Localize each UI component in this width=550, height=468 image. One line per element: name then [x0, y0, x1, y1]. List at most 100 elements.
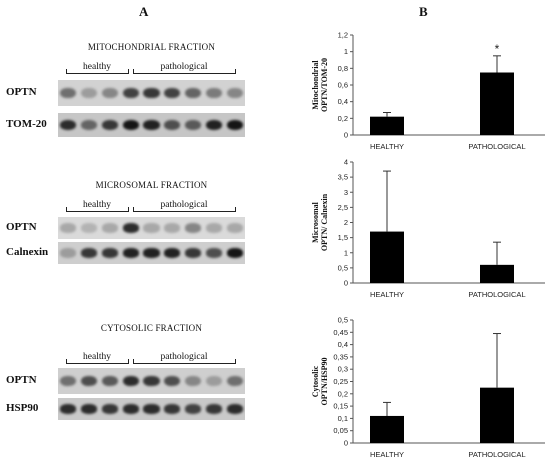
blot-band: [184, 223, 202, 233]
blot-band: [60, 404, 77, 414]
group-line-tick: [66, 207, 67, 212]
blot-band: [143, 248, 160, 258]
blot-band: [205, 87, 222, 99]
blot-strip: [58, 113, 245, 137]
fraction-title: CYTOSOLIC FRACTION: [100, 323, 203, 333]
blot-band: [164, 248, 181, 258]
y-tick-label: 1,5: [338, 233, 348, 242]
blot-band: [143, 375, 160, 387]
group-line-tick: [66, 359, 67, 364]
blot-band: [164, 404, 181, 414]
blot-band: [164, 375, 181, 387]
blot-band: [184, 87, 202, 99]
x-category-label: PATHOLOGICAL: [468, 142, 525, 151]
pathological-group-label: pathological: [160, 200, 208, 210]
blot-band: [101, 119, 119, 131]
blot-band: [205, 375, 222, 387]
bar: [370, 415, 404, 443]
blot-band: [205, 248, 222, 258]
blot-row-label: OPTN: [6, 86, 37, 98]
bar: [370, 116, 404, 135]
pathological-group-line: [133, 211, 235, 212]
x-category-label: PATHOLOGICAL: [468, 290, 525, 299]
group-line-tick: [128, 359, 129, 364]
blot-band: [101, 375, 119, 387]
healthy-group-line: [66, 211, 128, 212]
y-axis-label: CytosolicOPTN/HSP90: [311, 357, 329, 405]
blot-band: [164, 223, 181, 233]
y-tick-label: 3,5: [338, 173, 348, 182]
blot-band: [122, 119, 139, 131]
group-line-tick: [235, 69, 236, 74]
y-axis-label: MicrosomalOPTN/ Calnexin: [311, 193, 329, 251]
blot-band: [143, 404, 160, 414]
blot-band: [226, 404, 243, 414]
y-tick-label: 0,8: [338, 64, 348, 73]
blot-strip: [58, 217, 245, 239]
y-tick-label: 0,5: [338, 316, 348, 325]
blot-row-label: OPTN: [6, 221, 37, 233]
blot-strip: [58, 368, 245, 394]
y-tick-label: 0,1: [338, 414, 348, 423]
y-tick-label: 1: [344, 47, 348, 56]
x-category-label: HEALTHY: [370, 450, 404, 459]
blot-band: [101, 404, 119, 414]
healthy-group-label: healthy: [83, 352, 111, 362]
y-tick-label: 0: [344, 131, 348, 140]
y-tick-label: 3: [344, 188, 348, 197]
y-tick-label: 0: [344, 279, 348, 288]
blot-band: [60, 248, 77, 258]
blot-band: [184, 248, 202, 258]
healthy-group-line: [66, 363, 128, 364]
group-line-tick: [133, 69, 134, 74]
blot-band: [60, 223, 77, 233]
pathological-group-label: pathological: [160, 352, 208, 362]
blot-band: [226, 223, 243, 233]
blot-row-label: Calnexin: [6, 246, 49, 258]
blot-band: [81, 404, 98, 414]
bar: [480, 264, 514, 283]
y-tick-label: 0,6: [338, 81, 348, 90]
blot-band: [81, 87, 98, 99]
blot-band: [122, 375, 139, 387]
y-tick-label: 0,4: [338, 340, 348, 349]
blot-band: [143, 223, 160, 233]
pathological-group-line: [133, 73, 235, 74]
blot-band: [122, 223, 139, 233]
panel-label-a: A: [139, 4, 149, 19]
significance-marker: *: [495, 42, 500, 56]
blot-band: [226, 248, 243, 258]
blot-band: [101, 248, 119, 258]
blot-band: [184, 119, 202, 131]
blot-band: [184, 375, 202, 387]
y-tick-label: 0,05: [333, 426, 348, 435]
y-tick-label: 0,35: [333, 352, 348, 361]
blot-band: [226, 87, 243, 99]
blot-row-label: OPTN: [6, 374, 37, 386]
y-tick-label: 0,2: [338, 389, 348, 398]
y-tick-label: 0,25: [333, 377, 348, 386]
panel-label-b: B: [419, 4, 428, 19]
healthy-group-label: healthy: [83, 62, 111, 72]
fraction-title: MICROSOMAL FRACTION: [95, 180, 208, 190]
group-line-tick: [128, 207, 129, 212]
blot-band: [226, 119, 243, 131]
bar: [480, 387, 514, 443]
blot-band: [101, 87, 119, 99]
blot-band: [81, 119, 98, 131]
blot-band: [81, 248, 98, 258]
y-tick-label: 4: [344, 158, 348, 167]
y-tick-label: 0,45: [333, 328, 348, 337]
blot-band: [60, 375, 77, 387]
blot-band: [122, 404, 139, 414]
group-line-tick: [128, 69, 129, 74]
bar: [370, 231, 404, 283]
x-category-label: HEALTHY: [370, 290, 404, 299]
blot-band: [184, 404, 202, 414]
blot-band: [205, 404, 222, 414]
y-tick-label: 2,5: [338, 203, 348, 212]
healthy-group-label: healthy: [83, 200, 111, 210]
blot-row-label: HSP90: [6, 402, 39, 414]
blot-strip: [58, 242, 245, 264]
y-axis-label: MitochondrialOPTN/TOM-20: [311, 58, 329, 112]
